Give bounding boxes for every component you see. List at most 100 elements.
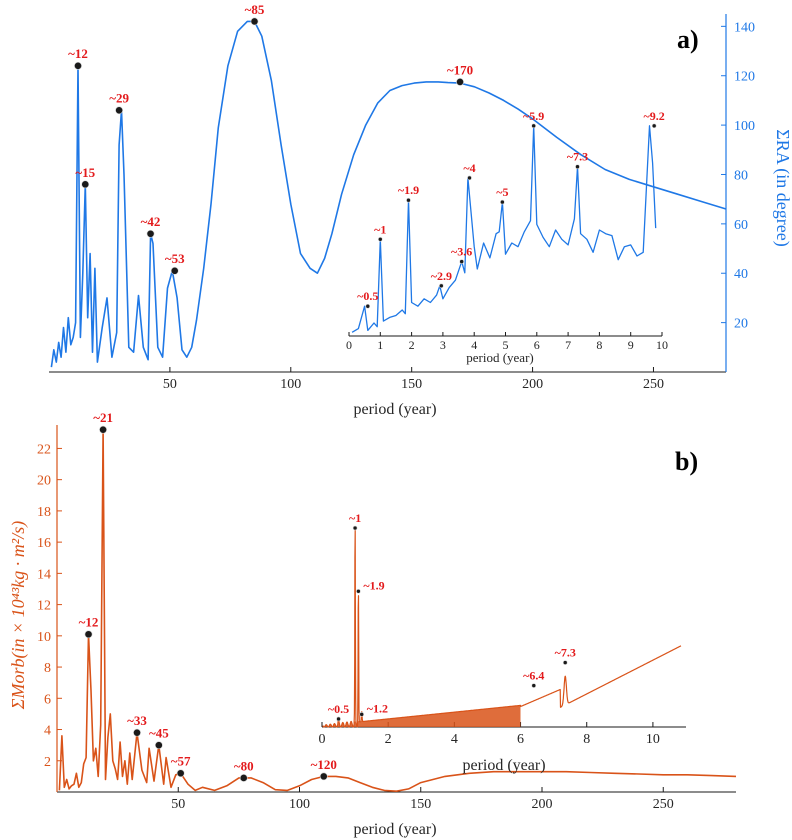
panel-a-y-ticks: 20 40 60 80 100 120 140 [721,20,755,332]
panel-a-peak-label-3: ~42 [141,214,161,229]
panel-a-peak-marker-4 [170,266,179,275]
panel-a-inset-x-tick-label-5: 5 [503,338,509,352]
panel-a-inset-x-tick-label-2: 2 [409,338,415,352]
panel-a-peak-label-1: ~15 [75,165,95,180]
panel-a-inset-peak-label-7: ~5.9 [523,109,544,123]
panel-a-y-tick-label-5: 120 [734,70,755,85]
panel-b-inset-peak-marker-1 [352,525,358,531]
panel-b-peak-label-1: ~21 [93,410,113,425]
panel-b-x-tick-label-0: 50 [171,797,185,812]
panel-a-inset-x-tick-label-3: 3 [440,338,446,352]
panel-a-inset: 0 1 2 3 4 5 6 7 8 9 10 ~0.5~1~1.9~2.9~3.6~4~5~5.9~… [346,109,668,365]
panel-b-y-tick-label-7: 16 [37,536,51,551]
panel-b-peak-marker-4 [176,769,185,778]
panel-b-inset-peak-marker-3 [359,712,365,717]
panel-b-inset-peak-marker-5 [562,660,568,665]
panel-a-y-label: ΣRA (in degree) [772,129,792,246]
panel-a-inset-peak-marker-3 [439,283,444,289]
panel-a-inset-peak-markers: ~0.5 ~1 ~1.9 ~2.9 ~3.6 ~4 ~5 ~5.9 ~7.3 ~9.2 [357,109,665,309]
panel-b-inset-peak-marker-4 [531,683,537,688]
panel-a-peak-marker-1 [81,180,90,189]
panel-b-peak-label-6: ~120 [311,757,337,772]
panel-a-inset-x-tick-label-10: 10 [656,338,668,352]
panel-a-inset-x-tick-label-6: 6 [534,338,540,352]
panel-b-inset-peak-label-0: ~0.5 [328,702,349,716]
panel-a-peak-label-0: ~12 [68,46,88,61]
panel-b-inset-peak-label-3: ~1.2 [367,701,388,715]
panel-b-y-ticks: 2 4 6 8 10 12 14 16 18 20 22 [37,442,62,770]
panel-a-inset-peak-marker-4 [459,259,464,264]
panel-a-inset-peak-marker-8 [575,164,580,170]
panel-a-inset-peak-marker-0 [365,303,371,309]
panel-a-inset-peak-label-2: ~1.9 [398,183,419,197]
panel-a-inset-peak-label-1: ~1 [374,222,386,236]
panel-a-inset-x-tick-label-7: 7 [565,338,571,352]
panel-a-x-tick-label-2: 150 [401,377,422,392]
panel-b-inset-x-tick-label-5: 10 [646,732,660,747]
panel-b-peak-marker-6 [319,772,328,781]
panel-a-inset-peak-marker-1 [377,236,383,242]
panel-b-y-tick-label-9: 20 [37,474,51,489]
panel-b-inset: 0 2 4 6 8 10 ~0.5 ~1 ~1.9 ~1.2 ~6.4 ~7.3 period (y… [319,511,686,774]
panel-a-peak-marker-0 [74,61,82,70]
panel-a-inset-peak-label-5: ~4 [463,161,475,175]
panel-a-inset-peak-label-0: ~0.5 [357,289,378,303]
panel-b-y-tick-label-10: 22 [37,442,51,457]
panel-a-inset-peak-label-8: ~7.3 [567,150,588,164]
panel-a-peak-label-4: ~53 [165,251,185,266]
panel-b-x-ticks: 50 100 150 200 250 [171,787,674,812]
panel-a-peak-label-6: ~170 [447,62,473,77]
panel-b-peak-markers: ~12 ~21 ~33~45~57 ~80 ~120 [79,410,337,782]
panel-b-peak-marker-1 [99,425,107,434]
panel-a-peak-marker-6 [456,77,464,86]
panel-b-peak-label-3: ~45 [149,726,169,741]
panel-a-series-line [50,20,727,368]
panel-a-inset-x-tick-label-8: 8 [596,338,602,352]
panel-a-inset-peak-label-3: ~2.9 [431,269,452,283]
panel-b-label: b) [675,447,698,476]
panel-a-inset-x-label: period (year) [466,350,534,365]
panel-b-inset-peak-label-5: ~7.3 [555,646,576,660]
panel-b-y-tick-label-4: 10 [37,630,51,645]
panel-a-inset-x-tick-label-1: 1 [377,338,383,352]
panel-a-inset-series-line [351,125,657,333]
panel-b-y-tick-label-3: 8 [44,661,51,676]
panel-b-inset-peak-markers: ~0.5 ~1 ~1.9 ~1.2 ~6.4 ~7.3 [328,511,576,722]
panel-a-peak-marker-5 [250,17,259,26]
panel-b-y-tick-label-0: 2 [44,755,51,770]
panel-a-inset-peak-marker-6 [500,199,505,205]
panel-a-x-tick-label-0: 50 [163,377,177,392]
panel-a-inset-peak-marker-2 [406,197,411,203]
panel-b-x-tick-label-3: 200 [532,797,553,812]
panel-b-peak-label-2: ~33 [127,713,147,728]
panel-b-peak-marker-2 [133,728,141,737]
panel-a-x-tick-label-3: 200 [522,377,543,392]
panel-b-y-tick-label-8: 18 [37,505,51,520]
panel-b-inset-peak-marker-2 [356,588,361,594]
panel-b-x-tick-label-2: 150 [410,797,431,812]
panel-a-y-tick-label-3: 80 [734,168,748,183]
panel-a-inset-peak-marker-9 [651,123,657,129]
panel-a-y-tick-label-4: 100 [734,119,755,134]
panel-a-peak-markers: ~12 ~15 ~29 ~42 ~53 ~85 ~170 [68,2,473,275]
panel-a-label: a) [677,25,699,54]
panel-b-peak-label-4: ~57 [171,754,191,769]
panel-b-inset-x-tick-label-0: 0 [319,732,326,747]
panel-b-y-label: ΣMorb(in × 10⁴³kg · m²/s) [8,521,29,710]
panel-a-inset-peak-marker-5 [467,175,472,181]
panel-b-peak-label-0: ~12 [79,615,99,630]
panel-b-peak-marker-3 [154,741,163,750]
panel-a-inset-x-ticks: 0 1 2 3 4 5 6 7 8 9 10 [346,332,668,352]
panel-b-x-tick-label-4: 250 [653,797,674,812]
panel-a-peak-label-5: ~85 [245,2,265,17]
panel-b-peak-marker-5 [239,774,248,782]
panel-a-x-ticks: 50 100 150 200 250 [163,367,664,392]
panel-a-peak-marker-3 [146,229,155,238]
panel-b-inset-x-label: period (year) [462,757,545,774]
panel-b-y-tick-label-5: 12 [37,599,51,614]
panel-b-series-line [58,428,737,792]
panel-a-x-tick-label-4: 250 [643,377,664,392]
